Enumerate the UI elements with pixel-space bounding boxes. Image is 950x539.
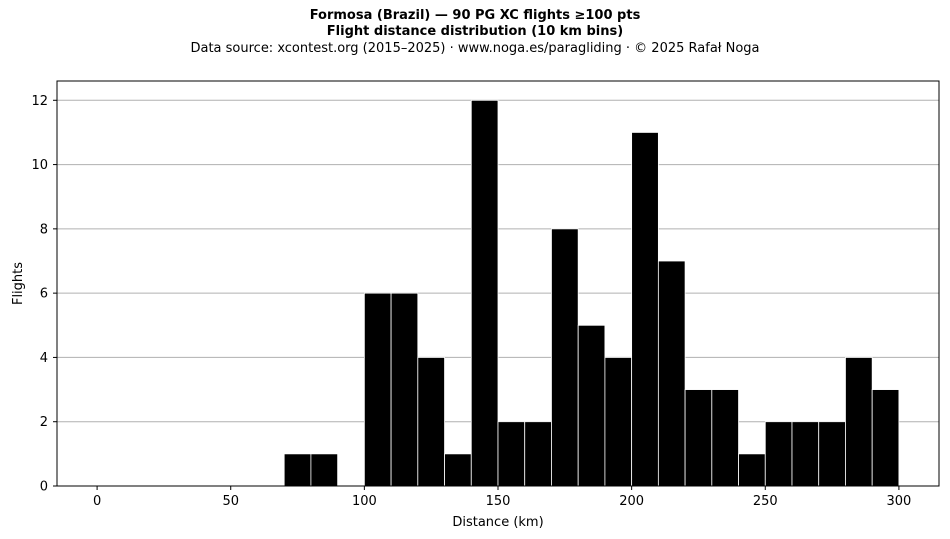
histogram-bar [818, 421, 846, 487]
chart-titles: Formosa (Brazil) — 90 PG XC flights ≥100… [0, 8, 950, 58]
y-tick-label: 12 [31, 94, 48, 109]
histogram-bar [711, 389, 739, 487]
x-tick-label: 50 [222, 494, 239, 509]
y-axis-ticks: 0 2 4 6 8 10 12 [31, 94, 57, 495]
y-tick-label: 8 [40, 222, 48, 237]
chart-source: Data source: xcontest.org (2015–2025) · … [190, 41, 760, 56]
histogram-bar [764, 421, 793, 487]
bars [283, 99, 900, 487]
y-tick-label: 6 [40, 287, 48, 302]
x-tick-label: 200 [619, 494, 644, 509]
chart-subtitle: Flight distance distribution (10 km bins… [326, 24, 624, 39]
x-tick-label: 150 [486, 494, 511, 509]
histogram-bar [390, 292, 419, 487]
histogram-bar [684, 389, 713, 487]
y-tick-label: 2 [40, 415, 48, 430]
chart-title: Formosa (Brazil) — 90 PG XC flights ≥100… [309, 8, 641, 23]
histogram-bar [791, 421, 820, 487]
y-tick-label: 10 [31, 158, 48, 173]
histogram-bar [363, 292, 392, 487]
histogram-bar [845, 357, 873, 487]
y-tick-label: 0 [40, 480, 48, 495]
x-axis-label: Distance (km) [452, 515, 543, 530]
histogram-bar [444, 453, 472, 487]
x-tick-label: 100 [352, 494, 377, 509]
histogram-bar [631, 132, 659, 487]
x-tick-label: 250 [753, 494, 778, 509]
histogram-bar [497, 421, 526, 487]
histogram-bar [604, 357, 633, 487]
histogram-bar [310, 453, 339, 487]
histogram-bar [283, 453, 312, 487]
histogram-bar [470, 99, 499, 487]
histogram-bar [657, 260, 686, 487]
histogram-bar [551, 228, 579, 487]
y-tick-label: 4 [40, 351, 48, 366]
x-tick-label: 0 [93, 494, 101, 509]
x-tick-label: 300 [886, 494, 911, 509]
x-axis-ticks: 0 50 100 150 200 250 300 [93, 486, 911, 509]
histogram-bar [871, 389, 900, 487]
histogram-bar [738, 453, 766, 487]
histogram-bar [577, 324, 606, 487]
histogram-bar [417, 357, 445, 487]
histogram-bar [524, 421, 552, 487]
y-axis-label: Flights [11, 262, 26, 305]
